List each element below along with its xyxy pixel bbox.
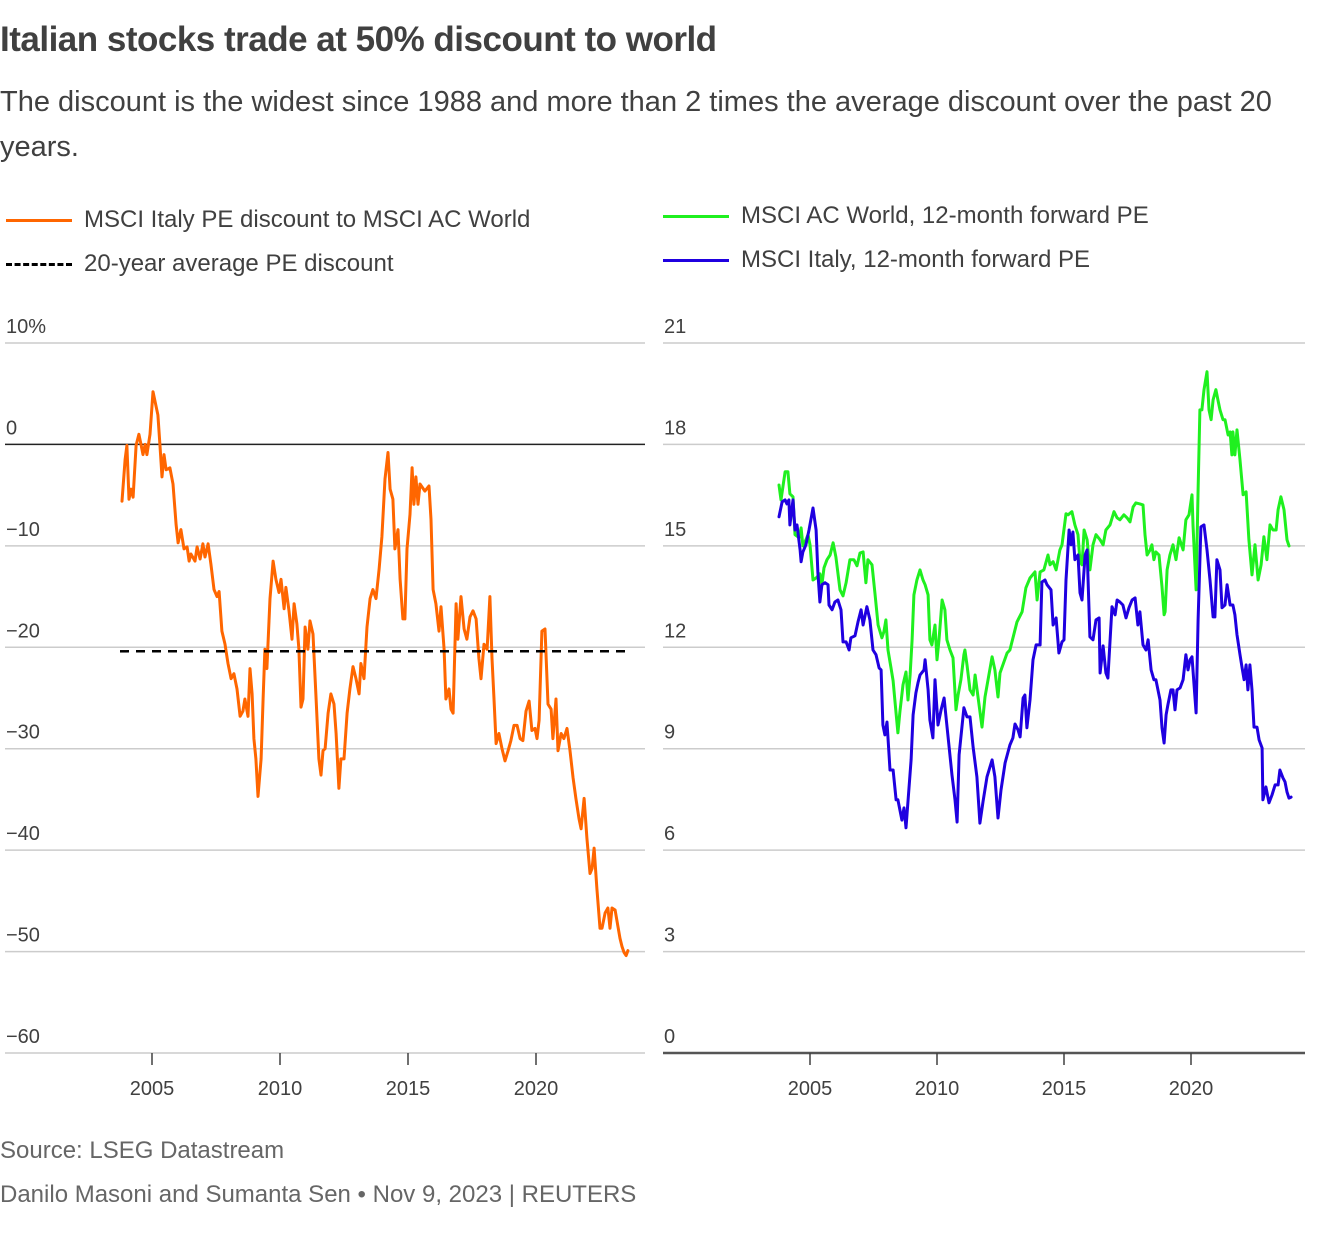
left-y-tick-label: −10	[6, 519, 40, 541]
legend-item-italy-pe: MSCI Italy, 12-month forward PE	[663, 238, 1149, 282]
right-y-tick-label: 3	[664, 925, 675, 947]
left-x-tick-label: 2020	[514, 1078, 559, 1100]
legend-item-average: 20-year average PE discount	[6, 242, 530, 286]
legend-right: MSCI AC World, 12-month forward PE MSCI …	[663, 194, 1149, 282]
legend-label: MSCI Italy PE discount to MSCI AC World	[84, 206, 531, 233]
chart-subtitle: The discount is the widest since 1988 an…	[0, 86, 1272, 163]
left-y-tick-label: −60	[6, 1026, 40, 1048]
legend-swatch-average	[6, 262, 72, 266]
right-y-tick-label: 15	[664, 519, 686, 541]
right-series-msci-italy-12-month-forward-pe	[777, 498, 1293, 830]
right-y-tick-label: 12	[664, 620, 686, 642]
left-y-tick-label: −50	[6, 925, 40, 947]
legend-left: MSCI Italy PE discount to MSCI AC World …	[6, 198, 530, 286]
right-y-tick-label: 21	[664, 316, 686, 338]
legend-swatch-italy-pe	[663, 258, 729, 262]
source-note: Source: LSEG Datastream	[0, 1137, 285, 1164]
right-chart-forward-pe: 21 18 15 12 9 6 3 0 2005 2010 2015 2020	[663, 316, 1305, 1100]
legend-item-italy-discount: MSCI Italy PE discount to MSCI AC World	[6, 198, 530, 242]
right-y-tick-label: 0	[664, 1026, 675, 1048]
legend-label: MSCI Italy, 12-month forward PE	[741, 246, 1091, 273]
left-x-tick-label: 2005	[130, 1078, 175, 1100]
left-series-msci-italy-pe-discount-to-msci-ac-world	[120, 390, 630, 958]
legend-label: MSCI AC World, 12-month forward PE	[741, 202, 1149, 229]
left-x-tick-label: 2010	[258, 1078, 303, 1100]
right-x-tick-label: 2005	[788, 1078, 833, 1100]
chart-title: Italian stocks trade at 50% discount to …	[0, 20, 717, 59]
legend-swatch-italy-discount	[6, 218, 72, 222]
right-x-tick-label: 2015	[1042, 1078, 1087, 1100]
legend-label: 20-year average PE discount	[84, 250, 394, 277]
right-y-tick-label: 18	[664, 417, 686, 439]
left-y-tick-label: 0	[6, 417, 17, 439]
right-y-tick-label: 6	[664, 823, 675, 845]
right-series-msci-ac-world-12-month-forward-pe	[777, 370, 1291, 735]
right-x-tick-label: 2010	[915, 1078, 960, 1100]
left-chart-discount: 10% 0 −10 −20 −30 −40 −50 −60 2005 2010 2015 2020	[5, 316, 645, 1100]
left-y-tick-label: −20	[6, 620, 40, 642]
left-y-tick-label: 10%	[6, 316, 46, 338]
legend-swatch-world-pe	[663, 214, 729, 218]
left-x-tick-label: 2015	[386, 1078, 431, 1100]
right-y-tick-label: 9	[664, 722, 675, 744]
legend-item-world-pe: MSCI AC World, 12-month forward PE	[663, 194, 1149, 238]
credit-line: Danilo Masoni and Sumanta Sen • Nov 9, 2…	[0, 1181, 637, 1208]
left-y-tick-label: −40	[6, 823, 40, 845]
left-y-tick-label: −30	[6, 722, 40, 744]
right-x-tick-label: 2020	[1169, 1078, 1214, 1100]
